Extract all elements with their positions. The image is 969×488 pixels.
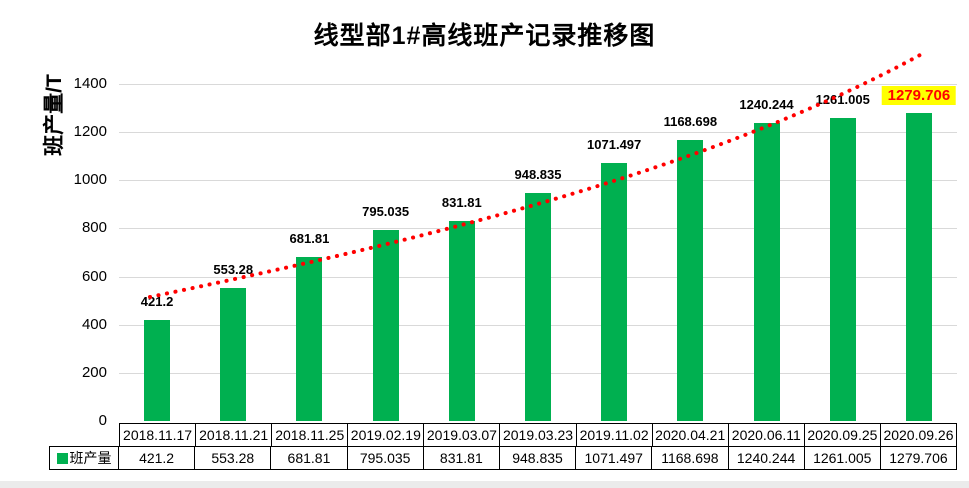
chart-title: 线型部1#高线班产记录推移图 <box>313 22 656 50</box>
legend-square-icon <box>56 453 68 464</box>
bar <box>296 256 323 421</box>
date-cell: 2018.11.17 <box>119 423 197 447</box>
bar-column: 831.81 <box>424 60 500 421</box>
bar <box>829 117 856 421</box>
bar-column: 681.81 <box>271 60 347 421</box>
y-axis-tick-label: 800 <box>81 219 107 237</box>
bar <box>220 287 247 421</box>
value-cell: 1279.706 <box>879 446 958 470</box>
bottom-strip <box>0 481 969 488</box>
bar-column: 1240.244 <box>728 60 804 421</box>
bar-value-label: 948.835 <box>514 166 562 182</box>
date-cell: 2019.03.23 <box>499 423 577 447</box>
data-table-value-row: 班产量 421.2 553.28 681.81 795.035 831.81 948.83… <box>49 446 958 470</box>
value-cell: 795.035 <box>346 446 424 470</box>
value-cell: 553.28 <box>194 446 272 470</box>
bar <box>753 122 780 421</box>
bar-value-label: 421.2 <box>140 293 174 309</box>
value-cell: 1261.005 <box>803 446 881 470</box>
bar <box>524 192 551 421</box>
highlighted-bar-value-label: 1279.706 <box>881 86 957 106</box>
x-axis-date-row: 2018.11.17 2018.11.21 2018.11.25 2019.02.19… <box>119 423 958 447</box>
bar <box>372 229 399 421</box>
bar-value-label: 1168.698 <box>663 113 718 129</box>
legend-cell: 班产量 <box>49 446 119 470</box>
bar <box>905 113 932 421</box>
y-axis-tick-label: 1400 <box>73 75 107 93</box>
bar-value-label: 553.28 <box>213 261 254 277</box>
value-cell: 1071.497 <box>575 446 653 470</box>
bar <box>601 163 628 421</box>
bar-value-label: 681.81 <box>289 230 330 246</box>
y-axis-tick-label: 600 <box>81 267 107 285</box>
y-axis-tick-label: 200 <box>81 363 107 381</box>
value-cell: 948.835 <box>498 446 577 470</box>
bar <box>677 139 704 421</box>
bar-value-label: 1261.005 <box>815 91 870 107</box>
value-cell: 831.81 <box>422 446 500 470</box>
bar-value-label: 1240.244 <box>739 96 794 112</box>
y-axis-tick-label: 1000 <box>73 171 107 189</box>
value-cell: 681.81 <box>270 446 348 470</box>
bar-column: 795.035 <box>348 60 424 421</box>
bar-value-label: 795.035 <box>362 203 410 219</box>
date-cell: 2019.02.19 <box>347 423 425 447</box>
date-cell: 2018.11.21 <box>195 423 273 447</box>
y-axis-tick-label: 0 <box>98 412 107 429</box>
bar-column: 553.28 <box>195 60 271 421</box>
bar-column: 1279.706 <box>881 60 957 421</box>
date-cell: 2020.09.25 <box>803 423 881 447</box>
bar <box>448 220 475 421</box>
date-cell: 2018.11.25 <box>271 423 349 447</box>
value-cell: 421.2 <box>118 446 196 470</box>
date-cell: 2020.06.11 <box>727 423 805 447</box>
bar-column: 421.2 <box>119 60 195 421</box>
date-cell: 2020.04.21 <box>651 423 729 447</box>
bar-column: 1261.005 <box>805 60 881 421</box>
y-axis-tick-label: 400 <box>81 315 107 333</box>
plot-area: 421.2 553.28 681.81 795.035 831.81 948.835 107… <box>119 60 957 421</box>
value-cell: 1240.244 <box>727 446 805 470</box>
y-axis-tick-label: 1200 <box>73 123 107 141</box>
bar-column: 1168.698 <box>652 60 728 421</box>
date-cell: 2019.11.02 <box>575 423 653 447</box>
bar-value-label: 831.81 <box>441 194 482 210</box>
bar <box>144 319 171 421</box>
date-cell: 2019.03.07 <box>423 423 501 447</box>
bar-column: 1071.497 <box>576 60 652 421</box>
bar-column: 948.835 <box>500 60 576 421</box>
legend-label: 班产量 <box>69 450 112 466</box>
date-cell: 2020.09.26 <box>879 423 958 447</box>
value-cell: 1168.698 <box>651 446 729 470</box>
bar-value-label: 1071.497 <box>587 137 642 153</box>
